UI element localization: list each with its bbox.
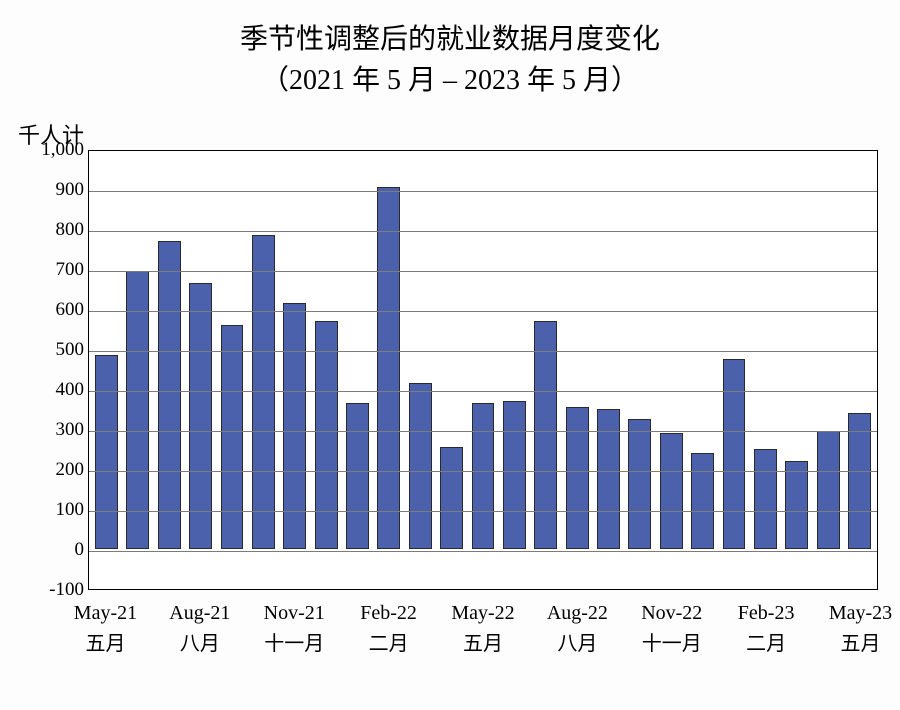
x-tick-label-cn: 八月 xyxy=(547,629,608,660)
x-tick-label-cn: 五月 xyxy=(829,629,892,660)
plot-area xyxy=(88,150,878,590)
x-tick-label: Aug-21八月 xyxy=(169,598,230,660)
x-tick-label: Nov-21十一月 xyxy=(264,598,325,660)
x-tick-label-cn: 十一月 xyxy=(641,629,702,660)
gridline xyxy=(89,271,877,272)
bar xyxy=(472,403,495,549)
title-line-2: （2021 年 5 月 – 2023 年 5 月） xyxy=(0,61,900,102)
bar xyxy=(723,359,746,549)
x-tick-label-en: Feb-22 xyxy=(360,598,417,629)
x-tick-label: Feb-22二月 xyxy=(360,598,417,660)
bar xyxy=(534,321,557,549)
y-tick-label: -100 xyxy=(24,579,84,601)
x-tick-label-en: Feb-23 xyxy=(738,598,795,629)
y-tick-label: 200 xyxy=(24,459,84,481)
employment-bar-chart: May-21五月Aug-21八月Nov-21十一月Feb-22二月May-22五… xyxy=(18,150,882,690)
x-tick-label-cn: 二月 xyxy=(738,629,795,660)
gridline xyxy=(89,231,877,232)
x-tick-label-cn: 五月 xyxy=(451,629,514,660)
bar xyxy=(409,383,432,549)
y-tick-label: 400 xyxy=(24,379,84,401)
x-tick-label-en: Aug-21 xyxy=(169,598,230,629)
x-tick-label-en: May-21 xyxy=(74,598,137,629)
bar xyxy=(315,321,338,549)
bar xyxy=(346,403,369,549)
gridline xyxy=(89,471,877,472)
x-tick-label-en: Nov-21 xyxy=(264,598,325,629)
bar xyxy=(691,453,714,549)
y-tick-label: 300 xyxy=(24,419,84,441)
bar xyxy=(660,433,683,549)
x-tick-label: Aug-22八月 xyxy=(547,598,608,660)
x-tick-label: May-21五月 xyxy=(74,598,137,660)
gridline xyxy=(89,391,877,392)
y-tick-label: 100 xyxy=(24,499,84,521)
y-tick-label: 900 xyxy=(24,179,84,201)
bar xyxy=(754,449,777,549)
bar xyxy=(189,283,212,549)
x-tick-label-cn: 八月 xyxy=(169,629,230,660)
y-tick-label: 0 xyxy=(24,539,84,561)
x-tick-label: Nov-22十一月 xyxy=(641,598,702,660)
bar xyxy=(221,325,244,549)
bar xyxy=(566,407,589,549)
gridline xyxy=(89,511,877,512)
y-tick-label: 500 xyxy=(24,339,84,361)
chart-title: 季节性调整后的就业数据月度变化 （2021 年 5 月 – 2023 年 5 月… xyxy=(0,0,900,101)
gridline xyxy=(89,311,877,312)
x-tick-label-en: Aug-22 xyxy=(547,598,608,629)
x-axis-labels: May-21五月Aug-21八月Nov-21十一月Feb-22二月May-22五… xyxy=(88,598,878,688)
gridline xyxy=(89,191,877,192)
x-tick-label-cn: 十一月 xyxy=(264,629,325,660)
bar xyxy=(817,431,840,549)
bar xyxy=(283,303,306,549)
bars-container xyxy=(89,149,877,549)
bar xyxy=(126,271,149,549)
x-tick-label-en: May-22 xyxy=(451,598,514,629)
gridline xyxy=(89,431,877,432)
x-tick-label: May-22五月 xyxy=(451,598,514,660)
bar xyxy=(628,419,651,549)
bar xyxy=(597,409,620,549)
x-tick-label: May-23五月 xyxy=(829,598,892,660)
x-tick-label: Feb-23二月 xyxy=(738,598,795,660)
gridline xyxy=(89,551,877,552)
bar xyxy=(377,187,400,549)
x-tick-label-en: May-23 xyxy=(829,598,892,629)
bar xyxy=(158,241,181,549)
bar xyxy=(252,235,275,549)
bar xyxy=(848,413,871,549)
y-tick-label: 700 xyxy=(24,259,84,281)
gridline xyxy=(89,351,877,352)
x-tick-label-cn: 五月 xyxy=(74,629,137,660)
y-tick-label: 600 xyxy=(24,299,84,321)
x-tick-label-en: Nov-22 xyxy=(641,598,702,629)
bar xyxy=(503,401,526,549)
y-tick-label: 800 xyxy=(24,219,84,241)
bar xyxy=(95,355,118,549)
x-tick-label-cn: 二月 xyxy=(360,629,417,660)
y-tick-label: 1,000 xyxy=(24,139,84,161)
bar xyxy=(785,461,808,549)
bar xyxy=(440,447,463,549)
title-line-1: 季节性调整后的就业数据月度变化 xyxy=(0,20,900,61)
